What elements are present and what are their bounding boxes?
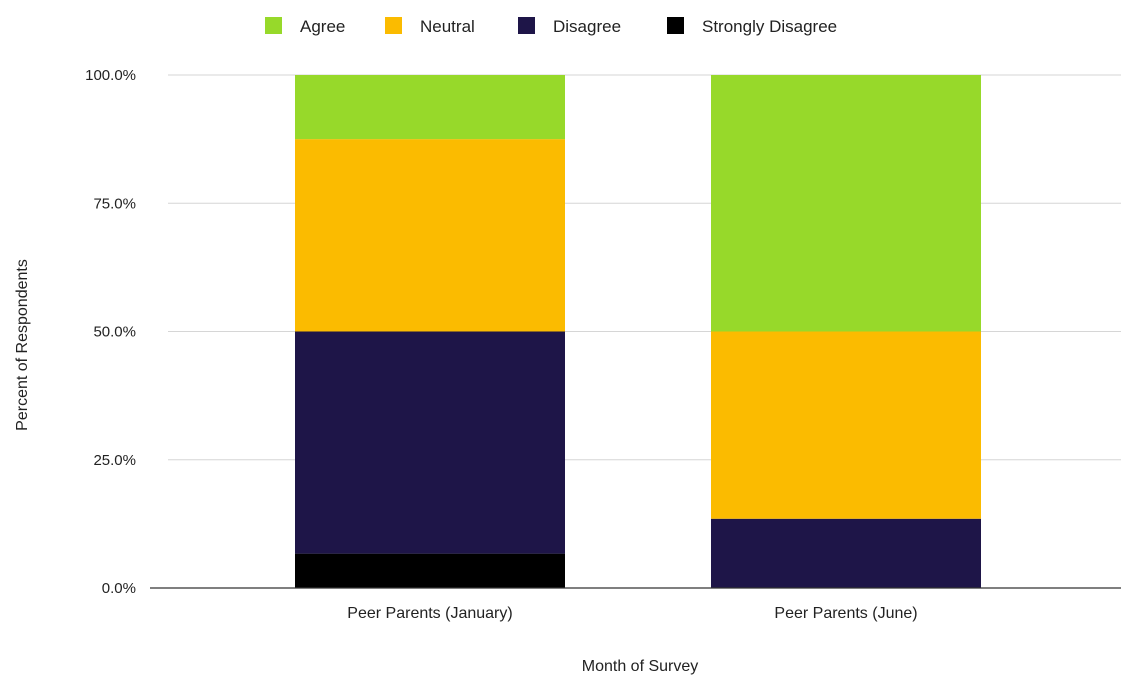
- bar-segment-neutral: [295, 139, 565, 332]
- y-tick-label: 50.0%: [93, 324, 136, 341]
- legend-swatch: [518, 17, 535, 34]
- x-tick-label: Peer Parents (June): [774, 605, 917, 622]
- y-tick-label: 75.0%: [93, 195, 136, 212]
- bar-segment-disagree: [711, 518, 981, 588]
- legend-swatch: [265, 17, 282, 34]
- bar-segment-agree: [295, 75, 565, 140]
- bar-segment-neutral: [711, 331, 981, 519]
- x-axis-title: Month of Survey: [582, 658, 699, 675]
- y-axis-title: Percent of Respondents: [14, 259, 31, 431]
- y-axis-ticks: 0.0% 25.0% 50.0% 75.0% 100.0%: [85, 67, 136, 597]
- legend-label: Agree: [300, 17, 345, 36]
- legend-item-strongly-disagree: Strongly Disagree: [667, 17, 837, 36]
- legend-item-neutral: Neutral: [385, 17, 475, 36]
- y-tick-label: 100.0%: [85, 67, 136, 84]
- bar-segment-agree: [711, 75, 981, 332]
- legend-label: Neutral: [420, 17, 475, 36]
- bars: [295, 75, 981, 588]
- x-tick-label: Peer Parents (January): [347, 605, 512, 622]
- legend-item-disagree: Disagree: [518, 17, 621, 36]
- legend-swatch: [667, 17, 684, 34]
- x-axis-ticks: Peer Parents (January) Peer Parents (June…: [347, 605, 917, 622]
- bar-segment-strongly-disagree: [295, 553, 565, 588]
- legend-swatch: [385, 17, 402, 34]
- legend-label: Strongly Disagree: [702, 17, 837, 36]
- legend-item-agree: Agree: [265, 17, 345, 36]
- legend: Agree Neutral Disagree Strongly Disagree: [265, 17, 837, 36]
- legend-label: Disagree: [553, 17, 621, 36]
- y-tick-label: 25.0%: [93, 452, 136, 469]
- bar-segment-disagree: [295, 331, 565, 554]
- y-tick-label: 0.0%: [102, 580, 136, 597]
